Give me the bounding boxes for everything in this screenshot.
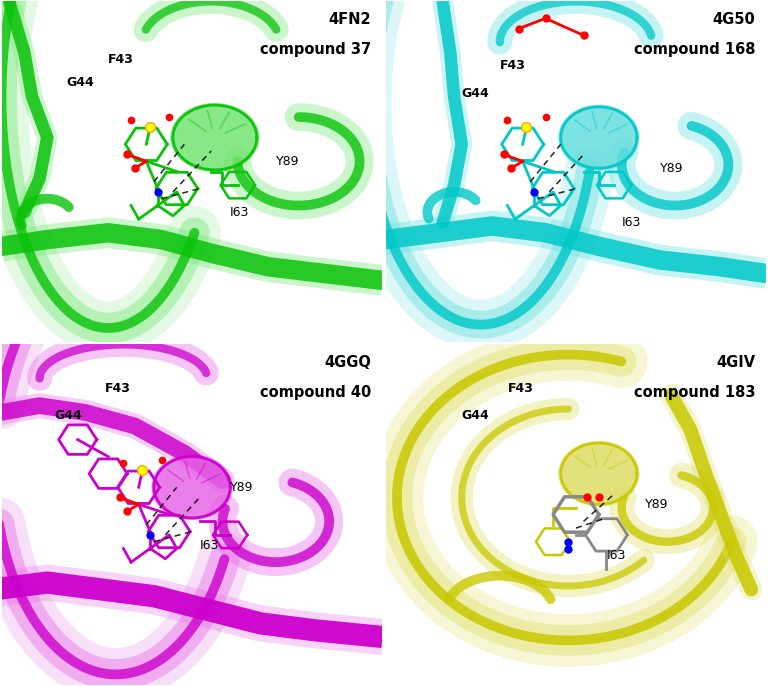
Text: F43: F43 <box>104 382 131 395</box>
Polygon shape <box>561 443 637 504</box>
Text: 4FN2: 4FN2 <box>329 12 371 27</box>
Text: Y89: Y89 <box>660 161 684 174</box>
Text: I63: I63 <box>622 216 641 229</box>
Text: 4G50: 4G50 <box>712 12 755 27</box>
Text: I63: I63 <box>230 206 250 219</box>
Text: G44: G44 <box>462 86 489 99</box>
Text: I63: I63 <box>200 539 219 552</box>
Text: Y89: Y89 <box>276 155 300 167</box>
Text: Y89: Y89 <box>230 481 253 494</box>
Text: G44: G44 <box>66 76 94 89</box>
Text: 4GIV: 4GIV <box>716 355 755 370</box>
Text: F43: F43 <box>508 382 533 395</box>
Text: Y89: Y89 <box>644 497 668 510</box>
Text: compound 168: compound 168 <box>634 43 755 57</box>
Text: G44: G44 <box>462 410 489 422</box>
Polygon shape <box>559 106 639 169</box>
Polygon shape <box>154 457 230 518</box>
Text: F43: F43 <box>108 53 134 66</box>
Text: F43: F43 <box>500 60 525 73</box>
Text: compound 183: compound 183 <box>634 386 755 400</box>
Polygon shape <box>170 104 259 172</box>
Polygon shape <box>173 105 257 170</box>
Text: 4GGQ: 4GGQ <box>324 355 371 370</box>
Polygon shape <box>559 442 639 506</box>
Polygon shape <box>561 107 637 168</box>
Text: compound 40: compound 40 <box>260 386 371 400</box>
Text: G44: G44 <box>55 410 83 422</box>
Text: I63: I63 <box>607 549 626 562</box>
Polygon shape <box>152 455 232 519</box>
Text: compound 37: compound 37 <box>260 43 371 57</box>
